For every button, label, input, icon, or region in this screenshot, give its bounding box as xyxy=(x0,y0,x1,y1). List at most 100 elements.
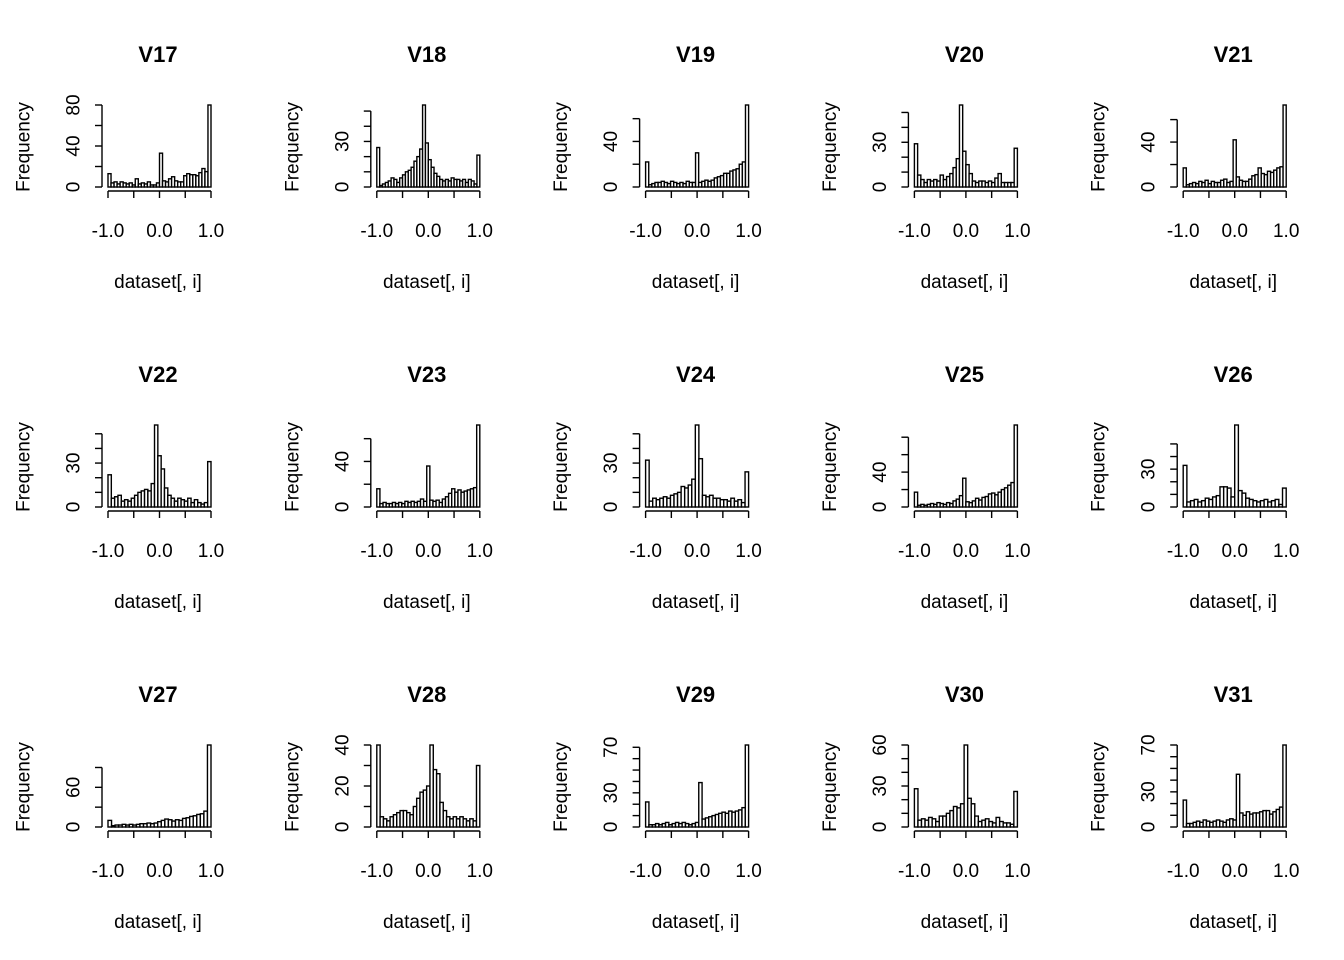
x-tick-label: 1.0 xyxy=(1004,861,1030,882)
x-tick-label: 1.0 xyxy=(198,221,224,242)
histogram-bar xyxy=(1182,799,1188,828)
panel-title: V24 xyxy=(676,362,716,387)
histogram-bar xyxy=(475,764,481,828)
x-axis-label: dataset[, i] xyxy=(114,272,202,293)
y-tick-label: 30 xyxy=(601,782,622,803)
panel-title: V25 xyxy=(945,362,984,387)
histogram-bar xyxy=(694,152,700,188)
panel-title: V26 xyxy=(1214,362,1253,387)
histogram-bar xyxy=(376,488,381,508)
x-tick-label: -1.0 xyxy=(629,221,662,242)
x-tick-label: -1.0 xyxy=(92,221,125,242)
histogram-panel-v25: V25 -1.0 0.0 1.0 0 40 dataset[, i] Frequency xyxy=(820,362,1031,613)
histogram-bar xyxy=(107,172,112,188)
histogram-panel-v28: V28 -1.0 0.0 1.0 0 20 40 dataset[, i] Frequency xyxy=(282,682,493,933)
y-tick-label: 40 xyxy=(1139,131,1160,152)
y-axis-label: Frequency xyxy=(551,102,572,192)
panel-title: V29 xyxy=(676,682,715,707)
panel-title: V28 xyxy=(407,682,446,707)
panel-title: V23 xyxy=(407,362,446,387)
x-tick-label: 0.0 xyxy=(1221,861,1247,882)
histogram-bar xyxy=(997,172,1003,188)
x-axis-label: dataset[, i] xyxy=(383,272,471,293)
x-tick-label: 0.0 xyxy=(415,541,441,562)
x-tick-label: 0.0 xyxy=(415,861,441,882)
y-axis-label: Frequency xyxy=(551,422,572,512)
histogram-panel-v26: V26 -1.0 0.0 1.0 0 30 dataset[, i] Frequency xyxy=(1089,362,1300,613)
panel-title: V21 xyxy=(1214,42,1253,67)
y-axis-label: Frequency xyxy=(282,102,303,192)
histogram-bar xyxy=(968,172,974,188)
histogram-bar xyxy=(744,744,750,828)
y-tick-label: 30 xyxy=(1139,781,1160,802)
histogram-panel-v21: V21 -1.0 0.0 1.0 0 40 dataset[, i] Frequency xyxy=(1089,42,1300,293)
x-tick-label: 1.0 xyxy=(467,541,493,562)
x-tick-label: 0.0 xyxy=(146,861,172,882)
x-tick-label: -1.0 xyxy=(898,541,931,562)
y-tick-label: 60 xyxy=(64,777,85,798)
x-tick-label: 0.0 xyxy=(953,221,979,242)
y-tick-label: 0 xyxy=(870,502,891,513)
y-axis-label: Frequency xyxy=(14,422,35,512)
y-tick-label: 0 xyxy=(332,822,353,833)
x-axis-label: dataset[, i] xyxy=(114,912,202,933)
histogram-bar xyxy=(1013,147,1019,188)
x-axis-label: dataset[, i] xyxy=(921,912,1009,933)
histogram-panel-v18: V18 -1.0 0.0 1.0 0 30 dataset[, i] Frequency xyxy=(282,42,493,293)
x-tick-label: 1.0 xyxy=(735,221,761,242)
y-tick-label: 0 xyxy=(64,502,85,513)
y-tick-label: 0 xyxy=(870,182,891,193)
histogram-panel-v22: V22 -1.0 0.0 1.0 0 30 dataset[, i] Frequency xyxy=(14,362,225,613)
histogram-bar xyxy=(1235,773,1241,828)
x-tick-label: 1.0 xyxy=(467,861,493,882)
y-tick-label: 40 xyxy=(64,135,85,156)
histogram-panel-v20: V20 -1.0 0.0 1.0 0 30 dataset[, i] Frequency xyxy=(820,42,1031,293)
x-tick-label: 1.0 xyxy=(467,221,493,242)
x-tick-label: 0.0 xyxy=(684,541,710,562)
x-axis-label: dataset[, i] xyxy=(652,272,740,293)
histogram-bar xyxy=(107,474,113,508)
histogram-bar xyxy=(376,146,381,188)
histogram-bar xyxy=(206,460,212,508)
histogram-bar xyxy=(206,744,212,828)
y-axis-label: Frequency xyxy=(551,742,572,832)
y-tick-label: 0 xyxy=(1139,502,1160,513)
y-tick-label: 0 xyxy=(64,182,85,193)
y-tick-label: 0 xyxy=(1139,822,1160,833)
x-axis-label: dataset[, i] xyxy=(1189,592,1277,613)
x-tick-label: -1.0 xyxy=(1167,221,1200,242)
x-axis-label: dataset[, i] xyxy=(921,272,1009,293)
histogram-bar xyxy=(1281,487,1287,508)
histogram-bar xyxy=(426,465,431,508)
x-tick-label: -1.0 xyxy=(92,861,125,882)
x-tick-label: 1.0 xyxy=(1273,861,1299,882)
y-tick-label: 0 xyxy=(64,822,85,833)
histogram-bar xyxy=(1182,167,1188,188)
y-tick-label: 30 xyxy=(332,131,353,152)
y-tick-label: 0 xyxy=(601,822,622,833)
y-tick-label: 0 xyxy=(332,182,353,193)
x-tick-label: 0.0 xyxy=(1221,541,1247,562)
x-tick-label: 1.0 xyxy=(198,541,224,562)
x-tick-label: 1.0 xyxy=(1273,221,1299,242)
panel-title: V18 xyxy=(407,42,446,67)
histogram-bar xyxy=(644,459,650,508)
y-axis-label: Frequency xyxy=(1089,102,1110,192)
panel-title: V17 xyxy=(138,42,177,67)
histogram-bar xyxy=(1282,104,1287,188)
x-tick-label: 0.0 xyxy=(1221,221,1247,242)
histogram-bar xyxy=(1232,139,1237,188)
histogram-panel-v30: V30 -1.0 0.0 1.0 0 30 60 dataset[, i] Frequency xyxy=(820,682,1031,933)
histogram-bar xyxy=(698,781,703,828)
x-axis-label: dataset[, i] xyxy=(1189,272,1277,293)
histogram-panel-v29: V29 -1.0 0.0 1.0 0 30 70 dataset[, i] Frequency xyxy=(551,682,762,933)
y-axis-label: Frequency xyxy=(14,742,35,832)
histogram-bar xyxy=(698,457,704,508)
histogram-panel-v27: V27 -1.0 0.0 1.0 0 60 dataset[, i] Frequency xyxy=(14,682,225,933)
histogram-bar xyxy=(1013,424,1019,508)
histogram-bar xyxy=(1182,464,1188,508)
histogram-panel-v17: V17 -1.0 0.0 1.0 0 40 80 dataset[, i] Frequency xyxy=(14,42,225,293)
histogram-bar xyxy=(913,491,919,508)
x-tick-label: -1.0 xyxy=(360,861,393,882)
x-tick-label: -1.0 xyxy=(629,861,662,882)
